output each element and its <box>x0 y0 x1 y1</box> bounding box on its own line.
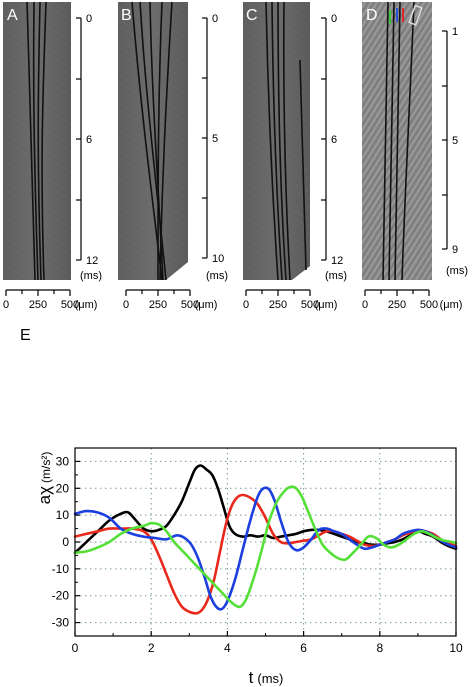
series-line-3 <box>73 485 458 609</box>
tracked-traces <box>382 1 415 281</box>
time-tick-label: 12 <box>331 255 343 267</box>
kymograph-panel-c: C 0 6 12 (ms) 0 250 500 (μm) <box>243 1 347 311</box>
position-tick-label: 500 <box>181 299 199 311</box>
time-axis <box>202 17 208 259</box>
x-tick-label: 6 <box>300 641 307 655</box>
time-tick-label: 6 <box>331 134 337 146</box>
position-tick-label: 250 <box>388 299 406 311</box>
time-axis <box>321 17 327 261</box>
y-tick-label: 10 <box>56 508 70 522</box>
time-unit-label: (ms) <box>446 265 468 277</box>
time-tick-label: 1 <box>452 26 458 38</box>
chart-ticks: 0 2 4 6 8 10 -30 -20 -10 0 10 20 30 <box>52 454 463 655</box>
position-unit-label: (μm) <box>195 299 218 311</box>
time-tick-label: 9 <box>452 244 458 256</box>
time-axis <box>76 17 82 261</box>
position-tick-label: 250 <box>269 299 287 311</box>
position-tick-label: 500 <box>301 299 319 311</box>
x-tick-label: 4 <box>224 641 231 655</box>
position-axis <box>5 289 71 296</box>
chart-series <box>73 464 458 615</box>
panel-label: D <box>366 7 378 24</box>
kymograph-panel-b: B 0 5 10 (ms) 0 250 500 (μm) <box>118 1 228 311</box>
tracked-traces <box>265 1 307 281</box>
position-tick-label: 0 <box>362 299 368 311</box>
panel-label: B <box>121 7 132 24</box>
x-tick-label: 0 <box>72 641 79 655</box>
time-tick-label: 5 <box>212 133 218 145</box>
time-tick-label: 0 <box>86 13 92 25</box>
y-tick-label: 0 <box>62 535 69 549</box>
y-tick-label: 30 <box>56 454 70 468</box>
time-unit-label: (ms) <box>325 270 347 282</box>
acceleration-chart: E 0 2 4 6 8 10 -30 -20 -10 0 10 20 30 aχ(m/s²) t (ms) <box>20 327 463 687</box>
time-tick-label: 10 <box>212 253 224 265</box>
time-unit-label: (ms) <box>206 270 228 282</box>
x-axis-label: t (ms) <box>249 668 284 687</box>
position-tick-label: 250 <box>29 299 47 311</box>
time-tick-label: 0 <box>212 13 218 25</box>
marker-arrows <box>389 4 423 26</box>
y-axis-label: aχ(m/s²) <box>35 452 54 505</box>
x-tick-label: 10 <box>449 641 463 655</box>
y-tick-label: -10 <box>52 562 70 576</box>
x-tick-label: 8 <box>376 641 383 655</box>
y-tick-label: -20 <box>52 589 70 603</box>
position-unit-label: (μm) <box>440 299 463 311</box>
position-axis <box>125 289 191 296</box>
time-unit-label: (ms) <box>80 270 102 282</box>
position-tick-label: 250 <box>149 299 167 311</box>
panel-label: C <box>246 7 258 24</box>
y-tick-label: -30 <box>52 616 70 630</box>
position-unit-label: (μm) <box>315 299 338 311</box>
panel-label: A <box>7 7 18 24</box>
y-tick-label: 20 <box>56 481 70 495</box>
chart-panel-label: E <box>20 327 31 344</box>
time-tick-label: 12 <box>86 255 98 267</box>
x-tick-label: 2 <box>148 641 155 655</box>
position-tick-label: 0 <box>123 299 129 311</box>
position-axis <box>245 289 311 296</box>
kymograph-panel-d: D 1 5 9 (ms) 0 250 500 (μm) <box>362 1 468 311</box>
position-tick-label: 500 <box>420 299 438 311</box>
position-axis <box>364 289 430 296</box>
series-line-2 <box>73 486 458 611</box>
time-tick-label: 0 <box>331 13 337 25</box>
time-tick-label: 5 <box>452 135 458 147</box>
tracked-traces <box>26 1 47 281</box>
time-tick-label: 6 <box>86 134 92 146</box>
kymograph-panel-a: A 0 6 12 (ms) 0 250 500 (μm) <box>3 1 102 311</box>
tracked-traces <box>131 1 173 281</box>
position-tick-label: 0 <box>243 299 249 311</box>
position-tick-label: 0 <box>3 299 9 311</box>
position-unit-label: (μm) <box>75 299 98 311</box>
position-tick-label: 500 <box>61 299 79 311</box>
time-axis <box>442 30 448 250</box>
